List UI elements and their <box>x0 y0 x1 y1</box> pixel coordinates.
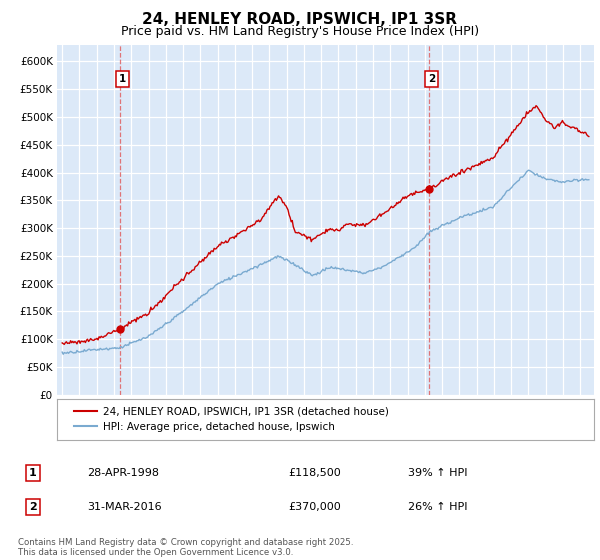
Text: 1: 1 <box>118 74 126 84</box>
Text: 1: 1 <box>29 468 37 478</box>
Text: 2: 2 <box>29 502 37 512</box>
Text: 28-APR-1998: 28-APR-1998 <box>87 468 159 478</box>
Text: 24, HENLEY ROAD, IPSWICH, IP1 3SR: 24, HENLEY ROAD, IPSWICH, IP1 3SR <box>143 12 458 27</box>
Text: £370,000: £370,000 <box>288 502 341 512</box>
Text: 39% ↑ HPI: 39% ↑ HPI <box>408 468 467 478</box>
Point <box>115 324 124 333</box>
Text: 26% ↑ HPI: 26% ↑ HPI <box>408 502 467 512</box>
Legend: 24, HENLEY ROAD, IPSWICH, IP1 3SR (detached house), HPI: Average price, detached: 24, HENLEY ROAD, IPSWICH, IP1 3SR (detac… <box>68 400 395 438</box>
Point <box>424 185 434 194</box>
Text: Contains HM Land Registry data © Crown copyright and database right 2025.
This d: Contains HM Land Registry data © Crown c… <box>18 538 353 557</box>
Text: 2: 2 <box>428 74 436 84</box>
Text: £118,500: £118,500 <box>288 468 341 478</box>
Text: Price paid vs. HM Land Registry's House Price Index (HPI): Price paid vs. HM Land Registry's House … <box>121 25 479 38</box>
Text: 31-MAR-2016: 31-MAR-2016 <box>87 502 161 512</box>
